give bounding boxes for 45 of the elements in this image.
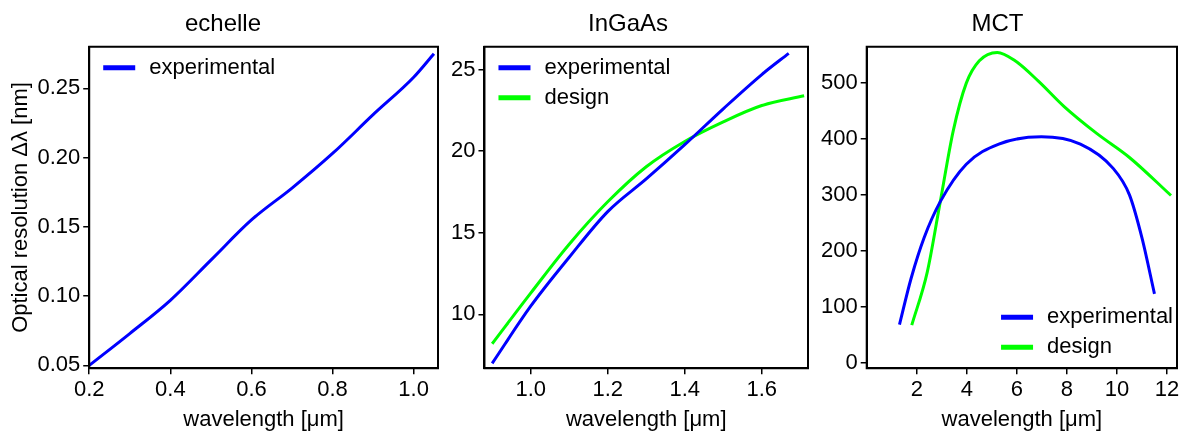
line-series	[910, 50, 1173, 327]
y-tick-label: 0.15	[37, 212, 81, 238]
y-axis-title: Optical resolution Δλ [nm]	[7, 82, 33, 333]
y-tick-label: 10	[450, 300, 476, 326]
y-tick-label: 500	[820, 69, 858, 95]
y-tick-label: 20	[450, 137, 476, 163]
y-tick-label: 100	[820, 292, 858, 318]
legend-label: design	[1047, 333, 1112, 359]
y-tick-label: 0.25	[37, 74, 81, 100]
y-tick-label: 200	[820, 236, 858, 262]
x-tick-label: 10	[1104, 376, 1130, 402]
x-tick-label: 4	[960, 376, 973, 402]
y-tick-label: 25	[450, 55, 476, 81]
x-tick-label: 0.4	[155, 376, 186, 402]
x-tick-label: 6	[1010, 376, 1023, 402]
x-tick-label: 0.6	[236, 376, 267, 402]
x-tick-label: 1.4	[669, 376, 701, 402]
y-tick-label: 0	[845, 348, 858, 374]
legend-label: experimental	[149, 53, 276, 79]
x-tick-label: 1.0	[398, 376, 429, 402]
line-series	[490, 51, 791, 365]
y-tick-label: 400	[820, 125, 858, 151]
legend-label: experimental	[1047, 303, 1173, 329]
x-tick-label: 1.0	[515, 376, 546, 402]
chart-title: InGaAs	[587, 9, 669, 37]
x-tick-label: 2	[910, 376, 923, 402]
x-axis-title: wavelength [μm]	[564, 405, 727, 431]
line-series	[89, 52, 436, 367]
x-tick-label: 1.6	[746, 376, 778, 402]
chart-title: echelle	[184, 9, 262, 37]
x-tick-label: 1.2	[592, 376, 624, 402]
x-tick-label: 12	[1154, 376, 1180, 402]
y-tick-label: 0.05	[37, 351, 81, 377]
chart-title: MCT	[971, 9, 1024, 37]
legend-label: experimental	[544, 53, 671, 79]
y-tick-label: 15	[450, 218, 476, 244]
y-tick-label: 0.20	[37, 143, 81, 169]
y-tick-label: 0.10	[37, 282, 81, 308]
legend-label: design	[544, 83, 610, 109]
x-axis-title: wavelength [μm]	[182, 405, 344, 431]
x-tick-label: 0.8	[317, 376, 348, 402]
y-tick-label: 300	[820, 180, 858, 206]
x-axis-title: wavelength [μm]	[940, 405, 1103, 431]
x-tick-label: 8	[1060, 376, 1074, 402]
x-tick-label: 0.2	[73, 376, 105, 402]
